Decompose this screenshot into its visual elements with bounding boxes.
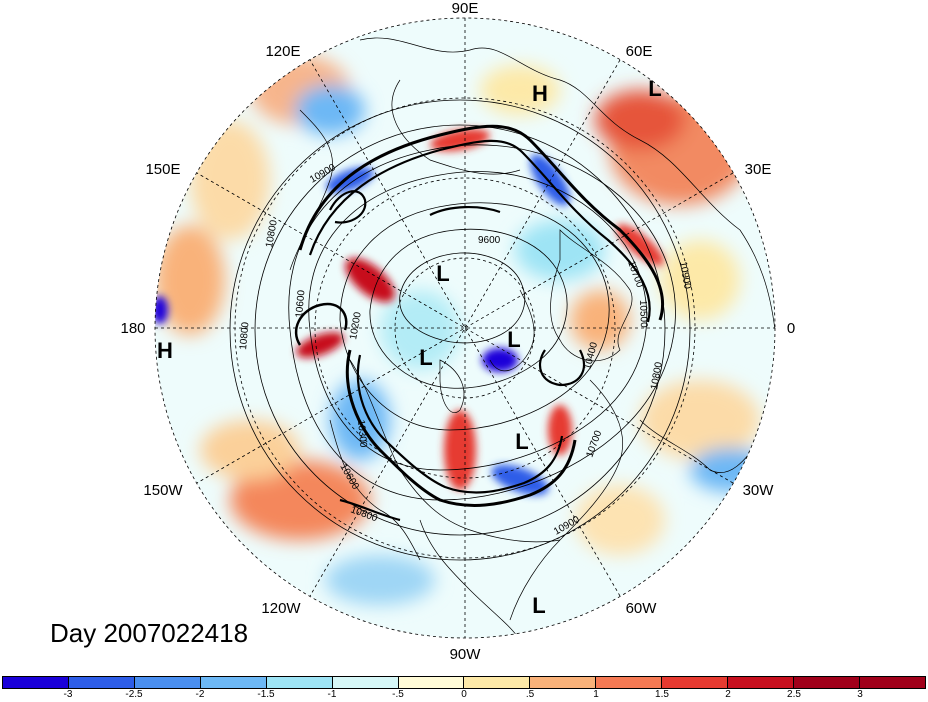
lon-label-150w: 150W — [143, 482, 183, 499]
colorbar-swatch — [530, 677, 597, 688]
colorbar-tick-label: -2 — [195, 689, 205, 700]
graticule — [155, 18, 775, 638]
lon-label-180: 180 — [120, 320, 145, 337]
colorbar-labels: -3 -2.5 -2 -1.5 -1 -.5 0 .5 1 1.5 2 2.5 3 — [2, 689, 926, 702]
colorbar-swatch — [68, 677, 135, 688]
height-contours — [229, 99, 691, 561]
lon-label-90w: 90W — [450, 646, 482, 663]
date-label: Day 2007022418 — [50, 618, 249, 648]
colorbar-tick-label: -1.5 — [257, 689, 275, 700]
contour-label: 10900 — [677, 261, 693, 291]
contour-label: 9600 — [478, 235, 501, 246]
lon-label-120e: 120E — [265, 43, 300, 60]
colorbar-swatch — [464, 677, 531, 688]
colorbar-swatch — [728, 677, 795, 688]
globe-boundary — [154, 17, 776, 639]
lon-label-90e: 90E — [452, 0, 479, 17]
colorbar-tick-label: 2 — [725, 689, 731, 700]
lon-label-30w: 30W — [743, 482, 775, 499]
colorbar-swatch — [596, 677, 663, 688]
colorbar-tick-label: 0 — [461, 689, 467, 700]
low-pressure-marker: L — [648, 76, 661, 101]
lon-label-150e: 150E — [145, 161, 180, 178]
colorbar-swatch — [3, 677, 69, 688]
colorbar-tick-label: -2.5 — [125, 689, 143, 700]
contour-label: 10800 — [649, 361, 665, 391]
lon-label-30e: 30E — [745, 161, 772, 178]
colorbar-swatch — [200, 677, 267, 688]
colorbar-tick-label: -.5 — [392, 689, 404, 700]
colorbar-tick-label: -3 — [63, 689, 73, 700]
high-pressure-marker: H — [532, 81, 548, 106]
colorbar-swatch — [859, 677, 925, 688]
colorbar-swatch — [266, 677, 333, 688]
high-pressure-marker: H — [157, 338, 173, 363]
colorbar-tick-label: .5 — [525, 689, 535, 700]
colorbar-tick-label: 3 — [857, 689, 863, 700]
lon-label-60w: 60W — [626, 600, 658, 617]
contour-label: 10500 — [637, 300, 649, 329]
colorbar-swatch — [662, 677, 729, 688]
colorbar-tick-label: 1 — [593, 689, 599, 700]
colorbar-tick-label: -1 — [327, 689, 337, 700]
contour-label: 10200 — [348, 311, 364, 341]
contour-label: 10800 — [238, 321, 251, 350]
low-pressure-marker: L — [507, 327, 520, 352]
low-pressure-marker: L — [515, 429, 528, 454]
low-pressure-marker: L — [532, 593, 545, 618]
lon-label-120w: 120W — [261, 600, 301, 617]
lon-label-0: 0 — [787, 320, 795, 337]
colorbar — [2, 676, 926, 689]
contour-label: 10800 — [264, 219, 280, 249]
colorbar-swatch — [134, 677, 201, 688]
colorbar-swatch — [332, 677, 399, 688]
contour-label: 10600 — [294, 289, 307, 318]
colorbar-tick-label: 1.5 — [655, 689, 669, 700]
contour-label: 10300 — [355, 419, 368, 448]
colorbar-swatch — [398, 677, 465, 688]
anomaly-shading — [155, 18, 775, 638]
low-pressure-marker: L — [419, 345, 432, 370]
lon-label-60e: 60E — [626, 43, 653, 60]
low-pressure-marker: L — [436, 261, 449, 286]
colorbar-tick-label: 2.5 — [787, 689, 801, 700]
coastlines — [289, 37, 775, 638]
colorbar-swatch — [794, 677, 860, 688]
